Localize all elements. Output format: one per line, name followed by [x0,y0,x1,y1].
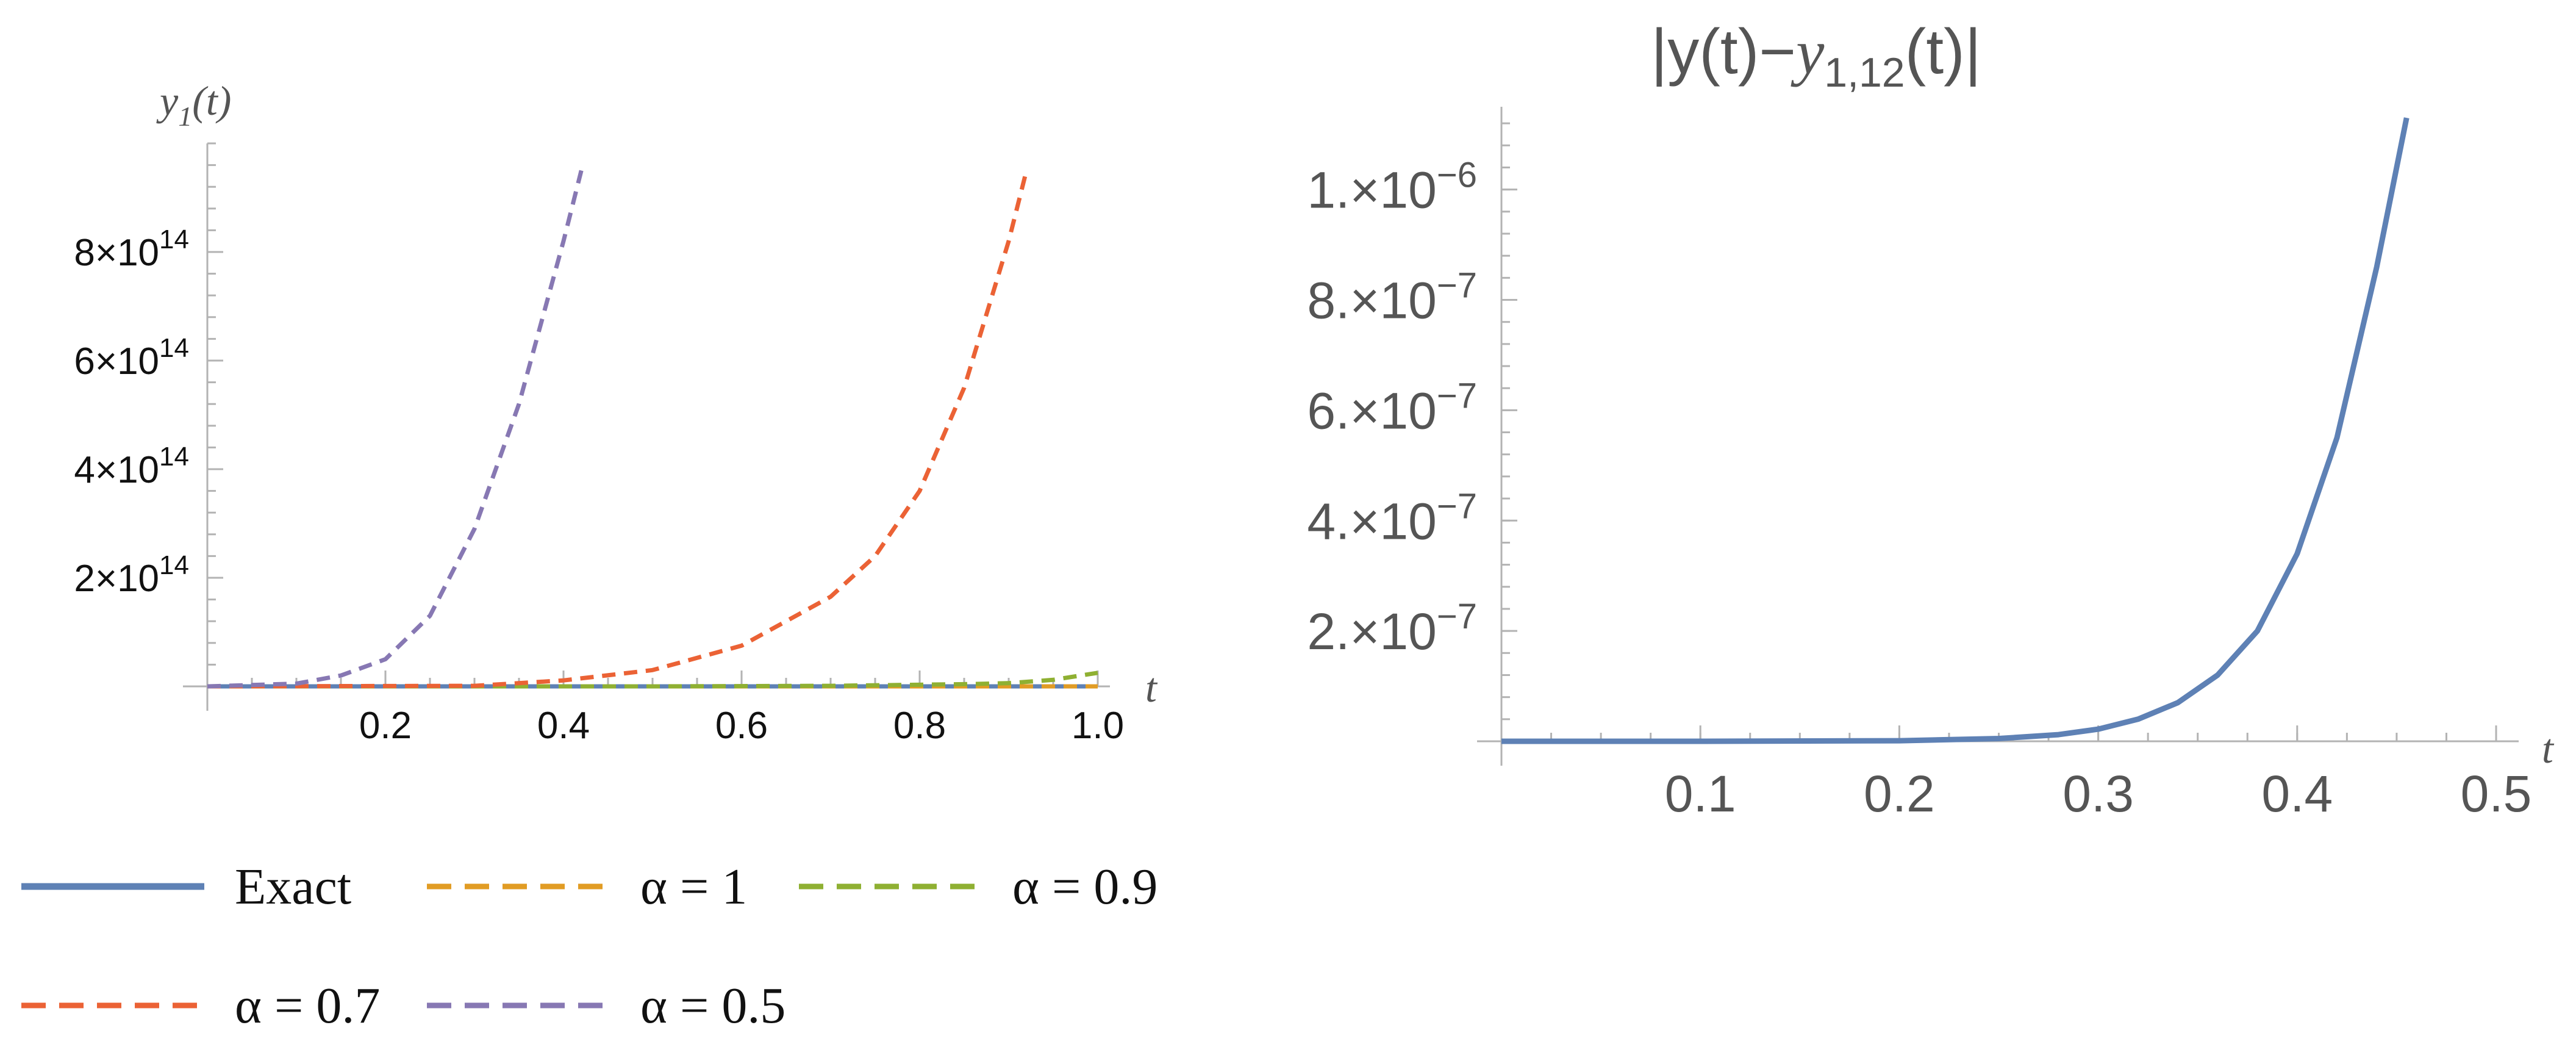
legend-label: α = 0.5 [640,977,785,1034]
legend: Exact α = 1 α = 0.9 α = 0.7 α = 0.5 [21,858,1157,1034]
legend-item-2: α = 0.9 [799,858,1157,915]
y-tick-label: 1.×10−6 [1307,156,1477,219]
y-tick-label: 8×1014 [74,225,189,274]
y-tick-label: 4×1014 [74,442,189,491]
right-x-axis-label: t [2542,725,2555,772]
x-tick-label: 0.2 [359,705,412,747]
x-tick-label: 0.5 [2461,765,2532,822]
x-tick-label: 0.2 [1864,765,1935,822]
left-chart: y1(t) t 0.2 0.4 0.6 0.8 1.0 2×1014 4×1014 6×101… [74,77,1158,747]
legend-item-4: α = 0.5 [427,977,785,1034]
left-x-axis-label: t [1145,664,1158,711]
y-tick-label: 6.×10−7 [1307,376,1477,439]
right-chart-title: |y(t)−y1,12(t)| [1651,16,1981,96]
x-tick-label: 0.4 [2261,765,2333,822]
x-tick-label: 0.1 [1665,765,1736,822]
x-tick-label: 0.3 [2063,765,2134,822]
legend-label: Exact [235,858,351,915]
x-tick-label: 0.8 [893,705,946,747]
legend-label: α = 0.9 [1012,858,1157,915]
y-tick-label: 8.×10−7 [1307,266,1477,329]
x-tick-label: 1.0 [1072,705,1124,747]
legend-item-3: α = 0.7 [21,977,380,1034]
y-tick-label: 2.×10−7 [1307,597,1477,660]
y-tick-label: 2×1014 [74,550,189,600]
x-tick-label: 0.4 [537,705,590,747]
x-tick-label: 0.6 [715,705,768,747]
legend-item-0: Exact [21,858,351,915]
series-line--0-5 [207,170,584,689]
left-y-axis-label: y1(t) [156,77,231,132]
y-tick-label: 6×1014 [74,333,189,383]
series-line-0 [1501,117,2410,744]
legend-label: α = 1 [640,858,747,915]
legend-item-1: α = 1 [427,858,747,915]
legend-label: α = 0.7 [235,977,380,1034]
right-chart: |y(t)−y1,12(t)| t 0.1 0.2 0.3 0.4 0.5 2.×10−7… [1307,16,2555,822]
series-line--0-7 [207,170,1029,689]
series-line--0-9 [207,671,1098,689]
y-tick-label: 4.×10−7 [1307,486,1477,550]
